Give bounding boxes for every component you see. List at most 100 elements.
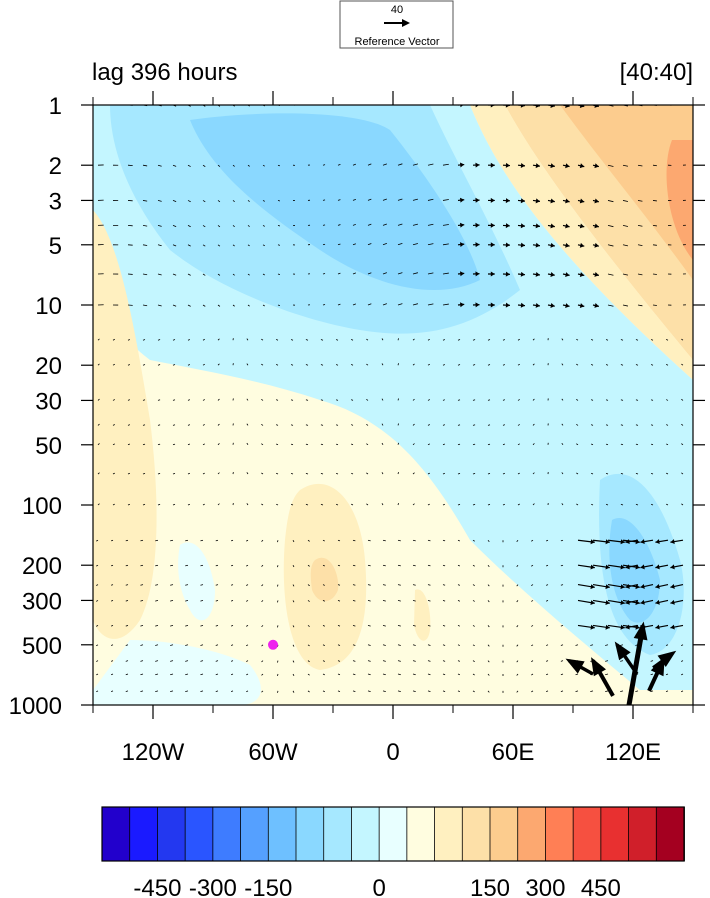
wind-vector [246, 539, 249, 542]
wind-vector [442, 303, 449, 306]
wind-vector [442, 443, 446, 446]
wind-vector [427, 363, 430, 366]
wind-vector [112, 472, 115, 475]
wind-vector [97, 472, 100, 475]
wind-vector [230, 660, 234, 662]
wind-vector-head [550, 223, 555, 229]
wind-vector [516, 644, 519, 647]
wind-vector [277, 690, 279, 693]
wind-vector [650, 503, 654, 506]
wind-vector [622, 164, 629, 167]
wind-vector [442, 584, 446, 586]
y-tick-label: 300 [22, 588, 62, 615]
wind-vector [217, 273, 221, 276]
wind-vector [217, 398, 220, 401]
colorbar-frame [101, 806, 685, 862]
wind-vector [487, 443, 491, 446]
wind-vector [652, 304, 657, 306]
wind-vector [665, 644, 669, 646]
wind-vector-head [505, 302, 510, 308]
wind-vector-head [520, 271, 525, 277]
wind-vector [367, 539, 371, 542]
wind-vector [472, 564, 475, 567]
wind-vector [367, 644, 371, 646]
wind-vector [187, 244, 191, 247]
wind-vector [155, 690, 159, 692]
wind-vector [200, 644, 204, 646]
wind-vector [142, 399, 146, 401]
wind-vector [487, 625, 490, 628]
wind-vector [290, 503, 294, 506]
wind-vector [172, 399, 176, 401]
wind-vector [232, 304, 235, 307]
wind-vector [635, 364, 639, 366]
wind-vector [232, 244, 235, 247]
wind-vector [427, 272, 434, 275]
wind-vector [322, 690, 325, 693]
wind-vector [337, 539, 341, 542]
colorbar-tick-label: 150 [470, 875, 510, 898]
wind-vector [202, 503, 205, 506]
wind-vector [172, 339, 176, 341]
wind-vector [472, 399, 476, 401]
wind-vector-head [490, 222, 495, 228]
wind-vector [187, 399, 191, 401]
wind-vector [561, 363, 564, 366]
colorbar-tick-label: -300 [189, 875, 237, 898]
wind-vector [185, 564, 189, 567]
contour-positive-east-pale [470, 105, 693, 380]
wind-vector [155, 625, 159, 627]
wind-vector [230, 625, 234, 627]
colorbar-box [655, 806, 685, 862]
wind-vector [202, 363, 205, 366]
wind-vector [516, 673, 519, 676]
wind-vector [246, 503, 249, 506]
wind-vector [576, 472, 579, 475]
wind-vector [277, 673, 279, 677]
wind-vector-head [670, 584, 675, 589]
wind-vector [457, 503, 461, 506]
wind-vector [262, 200, 265, 202]
wind-vector [367, 223, 372, 226]
colorbar: -450 -300 -150 0 150 300 450 [101, 806, 685, 898]
wind-vector [200, 690, 204, 692]
strong-wind-vector-head [591, 657, 607, 677]
wind-vector [412, 163, 418, 166]
wind-vector [397, 423, 399, 426]
wind-vector-head [579, 223, 585, 229]
wind-vector [96, 600, 99, 602]
wind-vector [155, 584, 159, 586]
wind-vector [531, 660, 534, 663]
contour-positive-east-core [666, 140, 693, 260]
wind-vector [247, 304, 250, 307]
wind-vector [397, 363, 399, 366]
wind-vector [322, 584, 325, 586]
wind-vector [502, 399, 506, 401]
wind-vector [605, 503, 609, 506]
wind-vector [232, 225, 235, 227]
colorbar-box [572, 806, 602, 862]
wind-vector [187, 424, 191, 426]
wind-vector-head [594, 198, 599, 204]
wind-vector [202, 273, 206, 276]
wind-vector-head [490, 302, 495, 308]
wind-vector [367, 690, 371, 692]
wind-vector [457, 539, 460, 542]
wind-vector [622, 304, 629, 307]
wind-vector [532, 338, 535, 341]
wind-vector [666, 339, 669, 341]
wind-vector [412, 644, 416, 646]
wind-vector [381, 423, 384, 426]
wind-vector [110, 673, 114, 676]
wind-vector [502, 424, 506, 426]
wind-vector [635, 443, 639, 446]
wind-vector [637, 273, 643, 276]
wind-vector [185, 690, 189, 692]
wind-vector [170, 690, 174, 692]
wind-vector [412, 472, 415, 475]
wind-vector [681, 423, 684, 426]
wind-vector [681, 503, 684, 506]
wind-vector [215, 644, 219, 646]
wind-vector [247, 273, 250, 276]
wind-vector [202, 225, 206, 228]
